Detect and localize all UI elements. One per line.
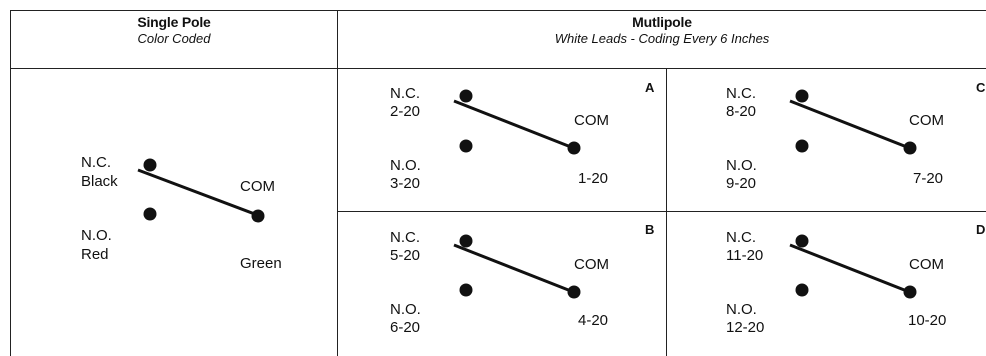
single-com-color: Green [240, 255, 282, 272]
com-contact [567, 141, 581, 155]
single-pole-subtitle: Color Coded [137, 31, 211, 46]
single-no-label: N.O. [81, 227, 112, 244]
header-bottom-border [10, 68, 986, 69]
no-lead: 6-20 [390, 319, 421, 336]
com-label: COM [909, 112, 944, 129]
nc-label: N.C. [390, 229, 420, 246]
no-label: N.O. [726, 301, 757, 318]
nc-label: N.C. [726, 85, 756, 102]
panel-letter: B [645, 222, 655, 237]
no-lead: 12-20 [726, 319, 765, 336]
multipole-title: Mutlipole [632, 14, 692, 30]
com-label: COM [574, 112, 609, 129]
com-lead: 10-20 [908, 312, 947, 329]
single-com-label: COM [240, 178, 275, 195]
switch-blade [453, 99, 577, 151]
com-contact [903, 141, 917, 155]
single-pole-title: Single Pole [137, 14, 211, 30]
nc-contact [795, 89, 809, 103]
section-divider [337, 10, 338, 356]
nc-lead: 8-20 [726, 103, 757, 120]
com-contact [567, 285, 581, 299]
panel-letter: A [645, 80, 655, 95]
nc-lead: 2-20 [390, 103, 421, 120]
nc-label: N.C. [390, 85, 420, 102]
no-lead: 9-20 [726, 175, 757, 192]
nc-contact [795, 234, 809, 248]
multipole-subtitle: White Leads - Coding Every 6 Inches [554, 31, 770, 46]
single-nc-label: N.C. [81, 154, 111, 171]
single-no-color: Red [81, 246, 109, 263]
no-contact [459, 139, 473, 153]
com-lead: 7-20 [913, 170, 944, 187]
no-label: N.O. [726, 157, 757, 174]
nc-contact [459, 89, 473, 103]
multipole-column-divider [666, 69, 667, 356]
no-label: N.O. [390, 301, 421, 318]
nc-contact [143, 158, 157, 172]
nc-lead: 11-20 [726, 247, 764, 264]
com-contact [251, 209, 265, 223]
com-lead: 1-20 [578, 170, 609, 187]
panel-letter: D [976, 222, 986, 237]
single-pole-header: Single Pole Color Coded [11, 14, 337, 47]
panel-letter: C [976, 80, 986, 95]
multipole-row-divider [337, 211, 986, 212]
nc-lead: 5-20 [390, 247, 421, 264]
multipole-header: Mutlipole White Leads - Coding Every 6 I… [338, 14, 986, 47]
nc-contact [459, 234, 473, 248]
no-label: N.O. [390, 157, 421, 174]
no-contact [143, 207, 157, 221]
table-top-border [10, 10, 986, 11]
no-contact [459, 283, 473, 297]
no-contact [795, 283, 809, 297]
single-nc-color: Black [81, 173, 118, 190]
no-lead: 3-20 [390, 175, 421, 192]
com-lead: 4-20 [578, 312, 609, 329]
com-label: COM [574, 256, 609, 273]
com-contact [903, 285, 917, 299]
switch-blade [789, 243, 913, 295]
table-left-border [10, 10, 11, 356]
no-contact [795, 139, 809, 153]
com-label: COM [909, 256, 944, 273]
switch-blade [453, 243, 577, 295]
switch-blade [137, 168, 261, 218]
switch-blade [789, 99, 913, 151]
nc-label: N.C. [726, 229, 756, 246]
